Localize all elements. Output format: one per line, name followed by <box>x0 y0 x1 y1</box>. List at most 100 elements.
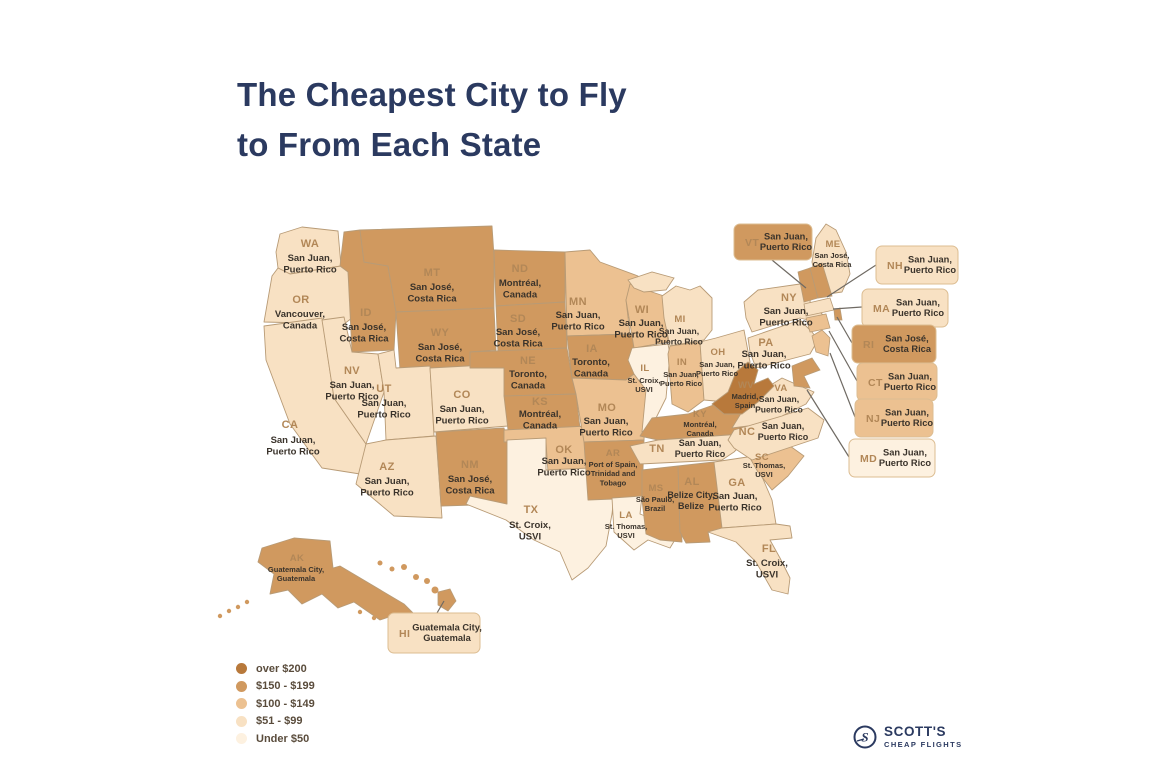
state-destination-OH: San Juan, Puerto Rico <box>696 360 739 378</box>
alaska-island <box>226 608 232 614</box>
state-code-NM: NM <box>461 459 479 471</box>
state-code-MS: MS <box>648 483 663 494</box>
state-code-MO: MO <box>598 402 617 414</box>
state-code-CO: CO <box>453 389 470 401</box>
state-destination-RI: San José, Costa Rica <box>883 334 932 355</box>
state-code-KY: KY <box>693 409 707 420</box>
state-destination-NE: Toronto, Canada <box>509 369 547 392</box>
state-code-CA: CA <box>282 419 299 431</box>
state-code-GA: GA <box>728 477 745 489</box>
legend-label: over $200 <box>256 662 307 675</box>
state-destination-NV: San Juan, Puerto Rico <box>325 380 379 403</box>
state-code-IA: IA <box>586 343 598 355</box>
callout-line-MD <box>806 389 850 458</box>
state-destination-MI: San Juan, Puerto Rico <box>655 326 703 346</box>
hawaii-island <box>437 588 457 612</box>
state-code-LA: LA <box>619 510 632 521</box>
state-destination-OK: San Juan, Puerto Rico <box>537 456 591 479</box>
hawaii-island <box>389 566 395 572</box>
state-destination-VA: San Juan, Puerto Rico <box>755 394 803 414</box>
state-destination-UT: San Juan, Puerto Rico <box>357 398 411 421</box>
callout-line-NH <box>826 264 877 298</box>
callout-line-VT <box>771 259 807 289</box>
state-code-RI: RI <box>863 339 874 351</box>
state-destination-MD: San Juan, Puerto Rico <box>879 448 931 469</box>
state-code-AK: AK <box>290 553 305 564</box>
state-code-MA: MA <box>873 303 890 315</box>
callout-line-NJ <box>829 352 856 418</box>
state-code-WA: WA <box>301 238 320 250</box>
price-legend: over $200 $150 - $199 $100 - $149 $51 - $99… <box>236 660 315 748</box>
callout-box-NJ <box>854 398 934 438</box>
legend-row-5: Under $50 <box>236 730 315 748</box>
legend-dot-icon <box>236 663 247 675</box>
scotts-cheap-flights-icon: S <box>853 725 877 748</box>
hawaii-island <box>424 578 430 584</box>
hawaii-island <box>401 564 407 570</box>
state-destination-MS: São Paulo, Brazil <box>636 495 674 513</box>
state-destination-SD: San José, Costa Rica <box>493 327 543 350</box>
state-code-OR: OR <box>292 294 309 306</box>
state-code-IN: IN <box>677 357 687 368</box>
state-shape-PA <box>747 319 819 369</box>
state-code-AR: AR <box>606 448 621 459</box>
state-destination-NJ: San Juan, Puerto Rico <box>881 408 933 429</box>
state-code-NJ: NJ <box>866 413 880 425</box>
state-code-CT: CT <box>868 377 883 389</box>
state-code-WI: WI <box>635 304 649 316</box>
callout-line-CT <box>828 330 858 382</box>
callout-box-MD <box>848 438 936 478</box>
state-destination-ID: San José, Costa Rica <box>339 322 389 345</box>
state-code-NV: NV <box>344 365 360 377</box>
state-destination-CT: San Juan, Puerto Rico <box>884 372 936 393</box>
state-code-WV: WV <box>738 380 754 391</box>
state-code-MT: MT <box>424 267 441 279</box>
state-shape-TX <box>465 437 615 581</box>
state-shape-NH <box>809 262 833 299</box>
callout-box-NH <box>875 245 959 285</box>
state-destination-OR: Vancouver, Canada <box>275 309 325 332</box>
state-code-NE: NE <box>520 355 536 367</box>
state-destination-GA: San Juan, Puerto Rico <box>708 491 762 514</box>
state-destination-KS: Montréal, Canada <box>519 409 561 432</box>
state-code-ND: ND <box>512 263 529 275</box>
state-shape-NJ <box>811 329 831 357</box>
state-destination-MT: San José, Costa Rica <box>407 282 457 305</box>
alaska-island <box>217 613 223 619</box>
state-code-VT: VT <box>745 237 759 249</box>
hawaii-island <box>413 574 419 580</box>
state-code-TN: TN <box>649 443 664 455</box>
state-destination-NM: San José, Costa Rica <box>445 474 495 497</box>
state-shape-AK <box>257 537 417 621</box>
legend-row-4: $51 - $99 <box>236 713 315 731</box>
hawaii-island <box>431 586 439 594</box>
state-destination-TN: San Juan, Puerto Rico <box>675 438 726 459</box>
legend-label: Under $50 <box>256 732 310 745</box>
callout-line-MA <box>832 306 863 310</box>
state-code-KS: KS <box>532 396 548 408</box>
state-destination-VT: San Juan, Puerto Rico <box>760 232 812 253</box>
svg-text:S: S <box>861 729 868 744</box>
legend-label: $51 - $99 <box>256 715 303 728</box>
state-code-MI: MI <box>674 314 685 325</box>
state-code-OH: OH <box>710 347 725 358</box>
alaska-island <box>357 609 363 615</box>
legend-dot-icon <box>236 698 247 710</box>
state-code-SC: SC <box>755 452 769 463</box>
state-destination-SC: St. Thomas, USVI <box>743 461 786 479</box>
callout-line-RI <box>836 316 853 344</box>
state-destination-AL: Belize City, Belize <box>667 490 714 511</box>
state-shape-MI-upper <box>627 271 675 293</box>
state-destination-WV: Madrid, Spain <box>732 392 759 410</box>
state-shape-CT <box>805 313 831 333</box>
state-code-PA: PA <box>758 337 773 349</box>
alaska-island <box>235 604 241 610</box>
state-shape-FL <box>707 523 793 595</box>
state-code-VA: VA <box>774 383 787 394</box>
state-destination-MO: San Juan, Puerto Rico <box>579 416 633 439</box>
state-destination-TX: St. Croix, USVI <box>509 520 551 543</box>
legend-row-2: $150 - $199 <box>236 678 315 696</box>
page-title: The Cheapest City to Fly to From Each St… <box>237 70 627 170</box>
legend-label: $150 - $199 <box>256 680 315 693</box>
